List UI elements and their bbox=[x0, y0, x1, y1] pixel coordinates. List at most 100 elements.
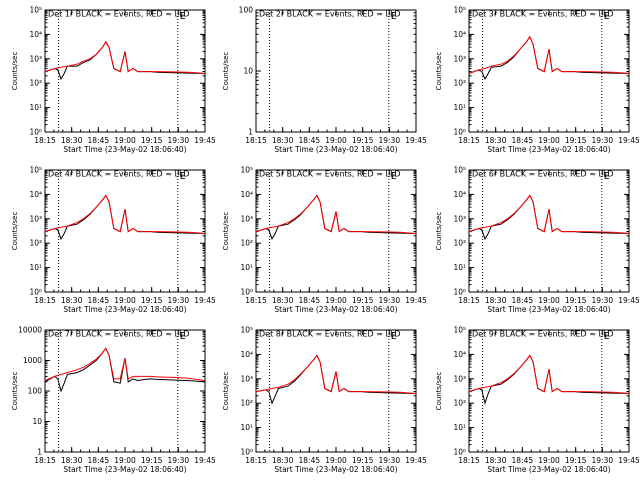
x-tick-label: 18:15 bbox=[458, 136, 480, 145]
x-tick-label: 19:00 bbox=[325, 456, 347, 465]
y-tick-label: 10⁵ bbox=[453, 166, 466, 175]
x-tick-label: 19:30 bbox=[379, 296, 401, 305]
plot-frame bbox=[468, 9, 630, 133]
chart-title: Det 6r BLACK = Events, RED = LLD bbox=[472, 170, 614, 179]
x-tick-label: 19:45 bbox=[194, 136, 216, 145]
x-tick-label: 19:45 bbox=[618, 456, 640, 465]
x-tick-label: 18:15 bbox=[245, 456, 267, 465]
y-tick-label: 10¹ bbox=[453, 423, 466, 432]
series-line-lld bbox=[44, 347, 206, 382]
series-line-events bbox=[44, 40, 206, 81]
y-tick-label: 1 bbox=[248, 128, 253, 137]
x-tick-label: 19:30 bbox=[592, 456, 614, 465]
x-tick-label: 19:15 bbox=[141, 136, 163, 145]
y-tick-label: 10⁴ bbox=[453, 30, 466, 39]
y-tick-label: 10³ bbox=[453, 374, 466, 383]
x-tick-label: 19:15 bbox=[352, 296, 374, 305]
x-tick-label: 18:45 bbox=[299, 296, 321, 305]
x-tick-label: 19:30 bbox=[592, 296, 614, 305]
y-tick-label: 10⁰ bbox=[29, 288, 42, 297]
x-tick-label: 18:15 bbox=[245, 296, 267, 305]
time-marker-label: E bbox=[391, 171, 397, 182]
x-tick-label: 19:15 bbox=[352, 136, 374, 145]
x-tick-label: 18:30 bbox=[485, 296, 507, 305]
panel-det-3: Det 3r BLACK = Events, RED = LLD 10⁰ 10¹ 10… bbox=[435, 6, 640, 155]
y-tick-label: 10³ bbox=[29, 214, 42, 223]
y-tick-label: 10² bbox=[240, 399, 253, 408]
x-tick-label: 19:15 bbox=[141, 296, 163, 305]
panel-det-9: Det 9r BLACK = Events, RED = LLD 10⁰ 10¹ 10… bbox=[435, 326, 640, 475]
y-tick-label: 10² bbox=[453, 79, 466, 88]
y-tick-label: 1000 bbox=[23, 356, 42, 365]
time-marker-label: E bbox=[604, 331, 610, 342]
x-tick-label: 19:30 bbox=[592, 136, 614, 145]
y-tick-label: 10¹ bbox=[29, 103, 42, 112]
x-tick-label: 19:15 bbox=[565, 456, 587, 465]
x-tick-label: 19:15 bbox=[565, 296, 587, 305]
chart-title: Det 7r BLACK = Events, RED = LLD bbox=[48, 330, 190, 339]
y-tick-label: 10³ bbox=[453, 54, 466, 63]
x-tick-label: 19:45 bbox=[194, 456, 216, 465]
x-tick-label: 19:00 bbox=[325, 296, 347, 305]
y-tick-label: 10000 bbox=[18, 326, 42, 335]
y-tick-label: 10⁰ bbox=[453, 288, 466, 297]
y-tick-label: 10⁰ bbox=[240, 288, 253, 297]
panel-det-8: Det 8r BLACK = Events, RED = LLD 10⁰ 10¹ 10… bbox=[222, 326, 427, 475]
x-axis-label: Start Time (23-May-02 18:06:40) bbox=[63, 145, 186, 154]
plot-frame bbox=[44, 9, 206, 133]
y-axis-label: Counts/sec bbox=[222, 212, 230, 251]
chart-title: Det 9r BLACK = Events, RED = LLD bbox=[472, 330, 614, 339]
series-line-lld bbox=[468, 35, 630, 74]
x-tick-label: 18:45 bbox=[88, 456, 110, 465]
y-tick-label: 10⁴ bbox=[29, 30, 42, 39]
x-tick-label: 18:45 bbox=[88, 136, 110, 145]
panel-det-7: Det 7r BLACK = Events, RED = LLD 1 10 100 10… bbox=[11, 326, 216, 475]
x-tick-label: 19:00 bbox=[114, 456, 136, 465]
x-tick-label: 18:15 bbox=[245, 136, 267, 145]
time-marker-label: E bbox=[604, 171, 610, 182]
panel-det-6: Det 6r BLACK = Events, RED = LLD 10⁰ 10¹ 10… bbox=[435, 166, 640, 315]
x-tick-label: 19:00 bbox=[538, 296, 560, 305]
y-tick-label: 10² bbox=[29, 79, 42, 88]
y-tick-label: 10¹ bbox=[29, 263, 42, 272]
series-line-lld bbox=[255, 354, 417, 394]
y-tick-label: 10⁵ bbox=[29, 6, 42, 15]
y-axis-label: Counts/sec bbox=[435, 212, 443, 251]
y-tick-label: 10 bbox=[32, 417, 42, 426]
y-tick-label: 100 bbox=[239, 6, 254, 15]
y-tick-label: 10⁴ bbox=[29, 190, 42, 199]
y-axis-label: Counts/sec bbox=[11, 372, 19, 411]
y-tick-label: 10³ bbox=[240, 214, 253, 223]
y-tick-label: 10¹ bbox=[453, 103, 466, 112]
y-tick-label: 10⁴ bbox=[240, 190, 253, 199]
chart-title: Det 4r BLACK = Events, RED = LLD bbox=[48, 170, 190, 179]
x-axis-label: Start Time (23-May-02 18:06:40) bbox=[63, 465, 186, 474]
x-tick-label: 18:15 bbox=[34, 456, 56, 465]
x-tick-label: 18:45 bbox=[512, 136, 534, 145]
x-axis-label: Start Time (23-May-02 18:06:40) bbox=[274, 305, 397, 314]
panel-det-5: Det 5r BLACK = Events, RED = LLD 10⁰ 10¹ 10… bbox=[222, 166, 427, 315]
x-axis-label: Start Time (23-May-02 18:06:40) bbox=[63, 305, 186, 314]
series-line-lld bbox=[468, 354, 630, 394]
x-tick-label: 19:45 bbox=[405, 456, 427, 465]
y-tick-label: 10⁵ bbox=[453, 6, 466, 15]
chart-title: Det 1r BLACK = Events, RED = LLD bbox=[48, 10, 190, 19]
chart-title: Det 8r BLACK = Events, RED = LLD bbox=[259, 330, 401, 339]
x-tick-label: 19:00 bbox=[114, 136, 136, 145]
y-axis-label: Counts/sec bbox=[11, 52, 19, 91]
series-line-events bbox=[44, 347, 206, 393]
x-tick-label: 18:45 bbox=[512, 456, 534, 465]
y-tick-label: 10³ bbox=[29, 54, 42, 63]
x-tick-label: 19:45 bbox=[618, 136, 640, 145]
x-tick-label: 18:45 bbox=[512, 296, 534, 305]
x-tick-label: 18:30 bbox=[272, 296, 294, 305]
time-marker-label: E bbox=[604, 11, 610, 22]
y-tick-label: 1 bbox=[37, 448, 42, 457]
x-tick-label: 19:30 bbox=[168, 296, 190, 305]
chart-title: Det 2r BLACK = Events, RED = LLD bbox=[259, 10, 401, 19]
x-tick-label: 18:30 bbox=[485, 456, 507, 465]
y-axis-label: Counts/sec bbox=[222, 52, 230, 91]
time-marker-label: E bbox=[180, 331, 186, 342]
y-tick-label: 10¹ bbox=[240, 263, 253, 272]
